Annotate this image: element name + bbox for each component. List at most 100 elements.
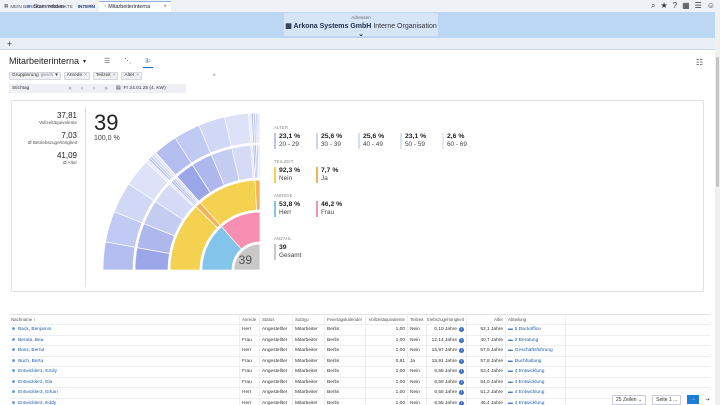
tree-view-icon[interactable]: ⋱ (124, 58, 132, 65)
legend-anzahl: ANZAHL 39 Gesamt (274, 236, 307, 260)
date-value[interactable]: Fr 24.01.25 (4. KW) (123, 86, 166, 91)
grid-icon[interactable]: ▦ (682, 1, 690, 10)
table-cell[interactable]: ☻ Entwickler2, Ela (9, 377, 240, 387)
chart-view-icon[interactable]: ⊫ (143, 57, 154, 68)
star-icon[interactable]: ★ (660, 1, 668, 10)
legend-item[interactable]: 25,6 % 30 - 39 (316, 133, 349, 149)
column-header[interactable]: Feiertagskalender (325, 315, 366, 324)
last-page-icon[interactable]: ⇥ (705, 396, 710, 403)
table-cell[interactable]: ☻ Entwickler1, Emily (9, 367, 240, 377)
scrollbar-thumb[interactable] (716, 57, 719, 187)
close-icon[interactable]: × (84, 73, 87, 78)
table-row[interactable]: ☻ Entwickler1, Emily Frau Angestellter Mitar… (9, 367, 710, 378)
filter-chip[interactable]: Teilzeit × (92, 71, 119, 80)
table-cell[interactable]: ☻ Berata, Bea (9, 335, 240, 345)
table-cell[interactable]: ▬ 4 Entwicklung (506, 377, 566, 387)
legend-item[interactable]: 23,1 % 50 - 59 (400, 133, 433, 149)
info-icon[interactable]: i (459, 390, 464, 396)
legend-item[interactable]: 25,6 % 40 - 49 (358, 133, 391, 149)
table-cell[interactable]: ☻ Entwickler3, Erkan (9, 388, 240, 398)
legend-item[interactable]: 92,3 % Nein (274, 167, 307, 183)
table-cell[interactable]: ☻ Buch, Berta (9, 356, 240, 366)
sunburst-segment-teilzeit[interactable] (254, 179, 261, 211)
column-header[interactable]: Vollzeitäquivalente (366, 315, 408, 324)
table-row[interactable]: ☻ Back, Benjamin Herr Angestellter Mitarbeit… (9, 325, 710, 336)
first-date-icon[interactable]: « (68, 85, 72, 92)
person-icon: ☻ (11, 327, 17, 333)
list-icon[interactable]: ☰ (694, 1, 702, 10)
table-row[interactable]: ☻ Entwickler3, Erkan Herr Angestellter Mitar… (9, 388, 710, 399)
close-icon[interactable]: × (112, 73, 116, 78)
list-view-icon[interactable]: ☰ (104, 58, 111, 65)
search-icon[interactable]: ⌕ (650, 1, 656, 10)
legend-item[interactable]: 23,1 % 20 - 29 (274, 133, 307, 149)
table-row[interactable]: ☻ Boss, Bernd Herr Angestellter Mitarbeiter B… (9, 346, 710, 357)
next-date-icon[interactable]: › (93, 85, 95, 92)
filter-chip[interactable]: Anrede × (63, 71, 90, 80)
page-scrollbar[interactable] (715, 12, 720, 405)
table-cell[interactable]: ▬ 4 Entwicklung (506, 367, 566, 377)
filter-chip[interactable]: Alter × (121, 71, 143, 80)
info-icon[interactable]: i (459, 400, 464, 405)
topnav-item[interactable]: ▦ MEIN BEREICH (4, 3, 44, 9)
table-cell[interactable]: ☻ Entwickler4, Eddy (9, 398, 240, 405)
calendar-icon[interactable]: ▤ (116, 86, 121, 91)
table-row[interactable]: ☻ Entwickler4, Eddy Herr Angestellter Mitarb… (9, 398, 710, 405)
close-icon[interactable]: × (163, 4, 167, 10)
column-header[interactable]: Nachname ↑ (9, 315, 240, 324)
table-row[interactable]: ☻ Berata, Bea Frau Angestellter Mitarbeiter B… (9, 335, 710, 346)
table-row[interactable]: ☻ Buch, Berta Frau Angestellter Mitarbeiter B… (9, 356, 710, 367)
column-header[interactable]: Alter (467, 315, 506, 324)
legend-item[interactable]: 7,7 % Ja (316, 167, 349, 183)
info-icon[interactable]: i (459, 348, 464, 354)
prev-date-icon[interactable]: ‹ (81, 85, 83, 92)
sunburst-center[interactable] (233, 243, 261, 271)
column-header[interactable]: Anrede (240, 315, 260, 324)
user-avatar-icon[interactable]: ☺ (706, 1, 715, 10)
add-tab-icon[interactable]: + (7, 39, 13, 49)
page-number[interactable]: Seite 1 ... (652, 394, 682, 405)
next-page-button[interactable]: → (687, 395, 700, 404)
info-icon[interactable]: i (459, 337, 464, 343)
table-cell[interactable]: ▬ 5 Backoffice (506, 325, 566, 335)
sunburst-segment-anrede[interactable] (221, 211, 261, 250)
table-cell: 6,58 Jahre i (427, 388, 467, 398)
table-cell[interactable]: ▬ 2 Beratung (506, 335, 566, 345)
table-cell[interactable]: ▬ Geschäftsführung (506, 346, 566, 356)
topnav-item[interactable]: INTERN (78, 3, 95, 9)
legend-item[interactable]: 39 Gesamt (274, 244, 307, 260)
table-cell[interactable]: ▬ Buchhaltung (506, 356, 566, 366)
clear-filter-icon[interactable]: × (212, 72, 216, 79)
info-icon[interactable]: i (459, 358, 464, 364)
table-row[interactable]: ☻ Entwickler2, Ela Frau Angestellter Mitarbe… (9, 377, 710, 388)
legend-item[interactable]: 46,2 % Frau (316, 201, 349, 217)
grouping-chip[interactable]: Gruppierung gleich ▾ (9, 71, 61, 80)
chart-icon: ◔ (103, 4, 107, 10)
column-header[interactable]: Status (260, 315, 293, 324)
info-icon[interactable]: i (459, 327, 464, 333)
legend-item[interactable]: 2,6 % 60 - 69 (442, 133, 475, 149)
column-header[interactable]: Subtyp (293, 315, 325, 324)
page-size-select[interactable]: 25 Zeilen ⌄ (612, 394, 647, 405)
close-icon[interactable]: × (136, 73, 140, 78)
page-title-selector[interactable]: Mitarbeiterinterna ▾ (9, 56, 86, 66)
topnav-item[interactable]: PROJEKTE (49, 3, 73, 9)
last-date-icon[interactable]: » (104, 85, 108, 92)
column-header[interactable]: Betriebszugehörigkeit (427, 315, 467, 324)
table-cell[interactable]: ▬ 4 Entwicklung (506, 398, 566, 405)
tab-stammdaten[interactable]: ☻ Stammdaten × (22, 1, 98, 12)
close-icon[interactable]: × (90, 3, 94, 10)
tab-mitarbeiterinterna[interactable]: ◔ Mitarbeiterinterna × (99, 1, 171, 12)
column-header[interactable]: Abteilung (506, 315, 566, 324)
column-header[interactable]: Teilzeit (408, 315, 427, 324)
table-cell[interactable]: ☻ Back, Benjamin (9, 325, 240, 335)
info-icon[interactable]: i (459, 369, 464, 375)
client-selector[interactable]: Adressen ▦ Arkona Systems GmbH Interne O… (284, 13, 438, 38)
table-cell[interactable]: ▬ 4 Entwicklung (506, 388, 566, 398)
settings-sliders-icon[interactable]: ☷ (695, 58, 703, 67)
table-cell[interactable]: ☻ Boss, Bernd (9, 346, 240, 356)
help-icon[interactable]: ? (672, 1, 678, 10)
info-icon[interactable]: i (459, 379, 464, 385)
legend-item[interactable]: 53,8 % Herr (274, 201, 307, 217)
sunburst-chart[interactable]: 39 (100, 110, 270, 275)
